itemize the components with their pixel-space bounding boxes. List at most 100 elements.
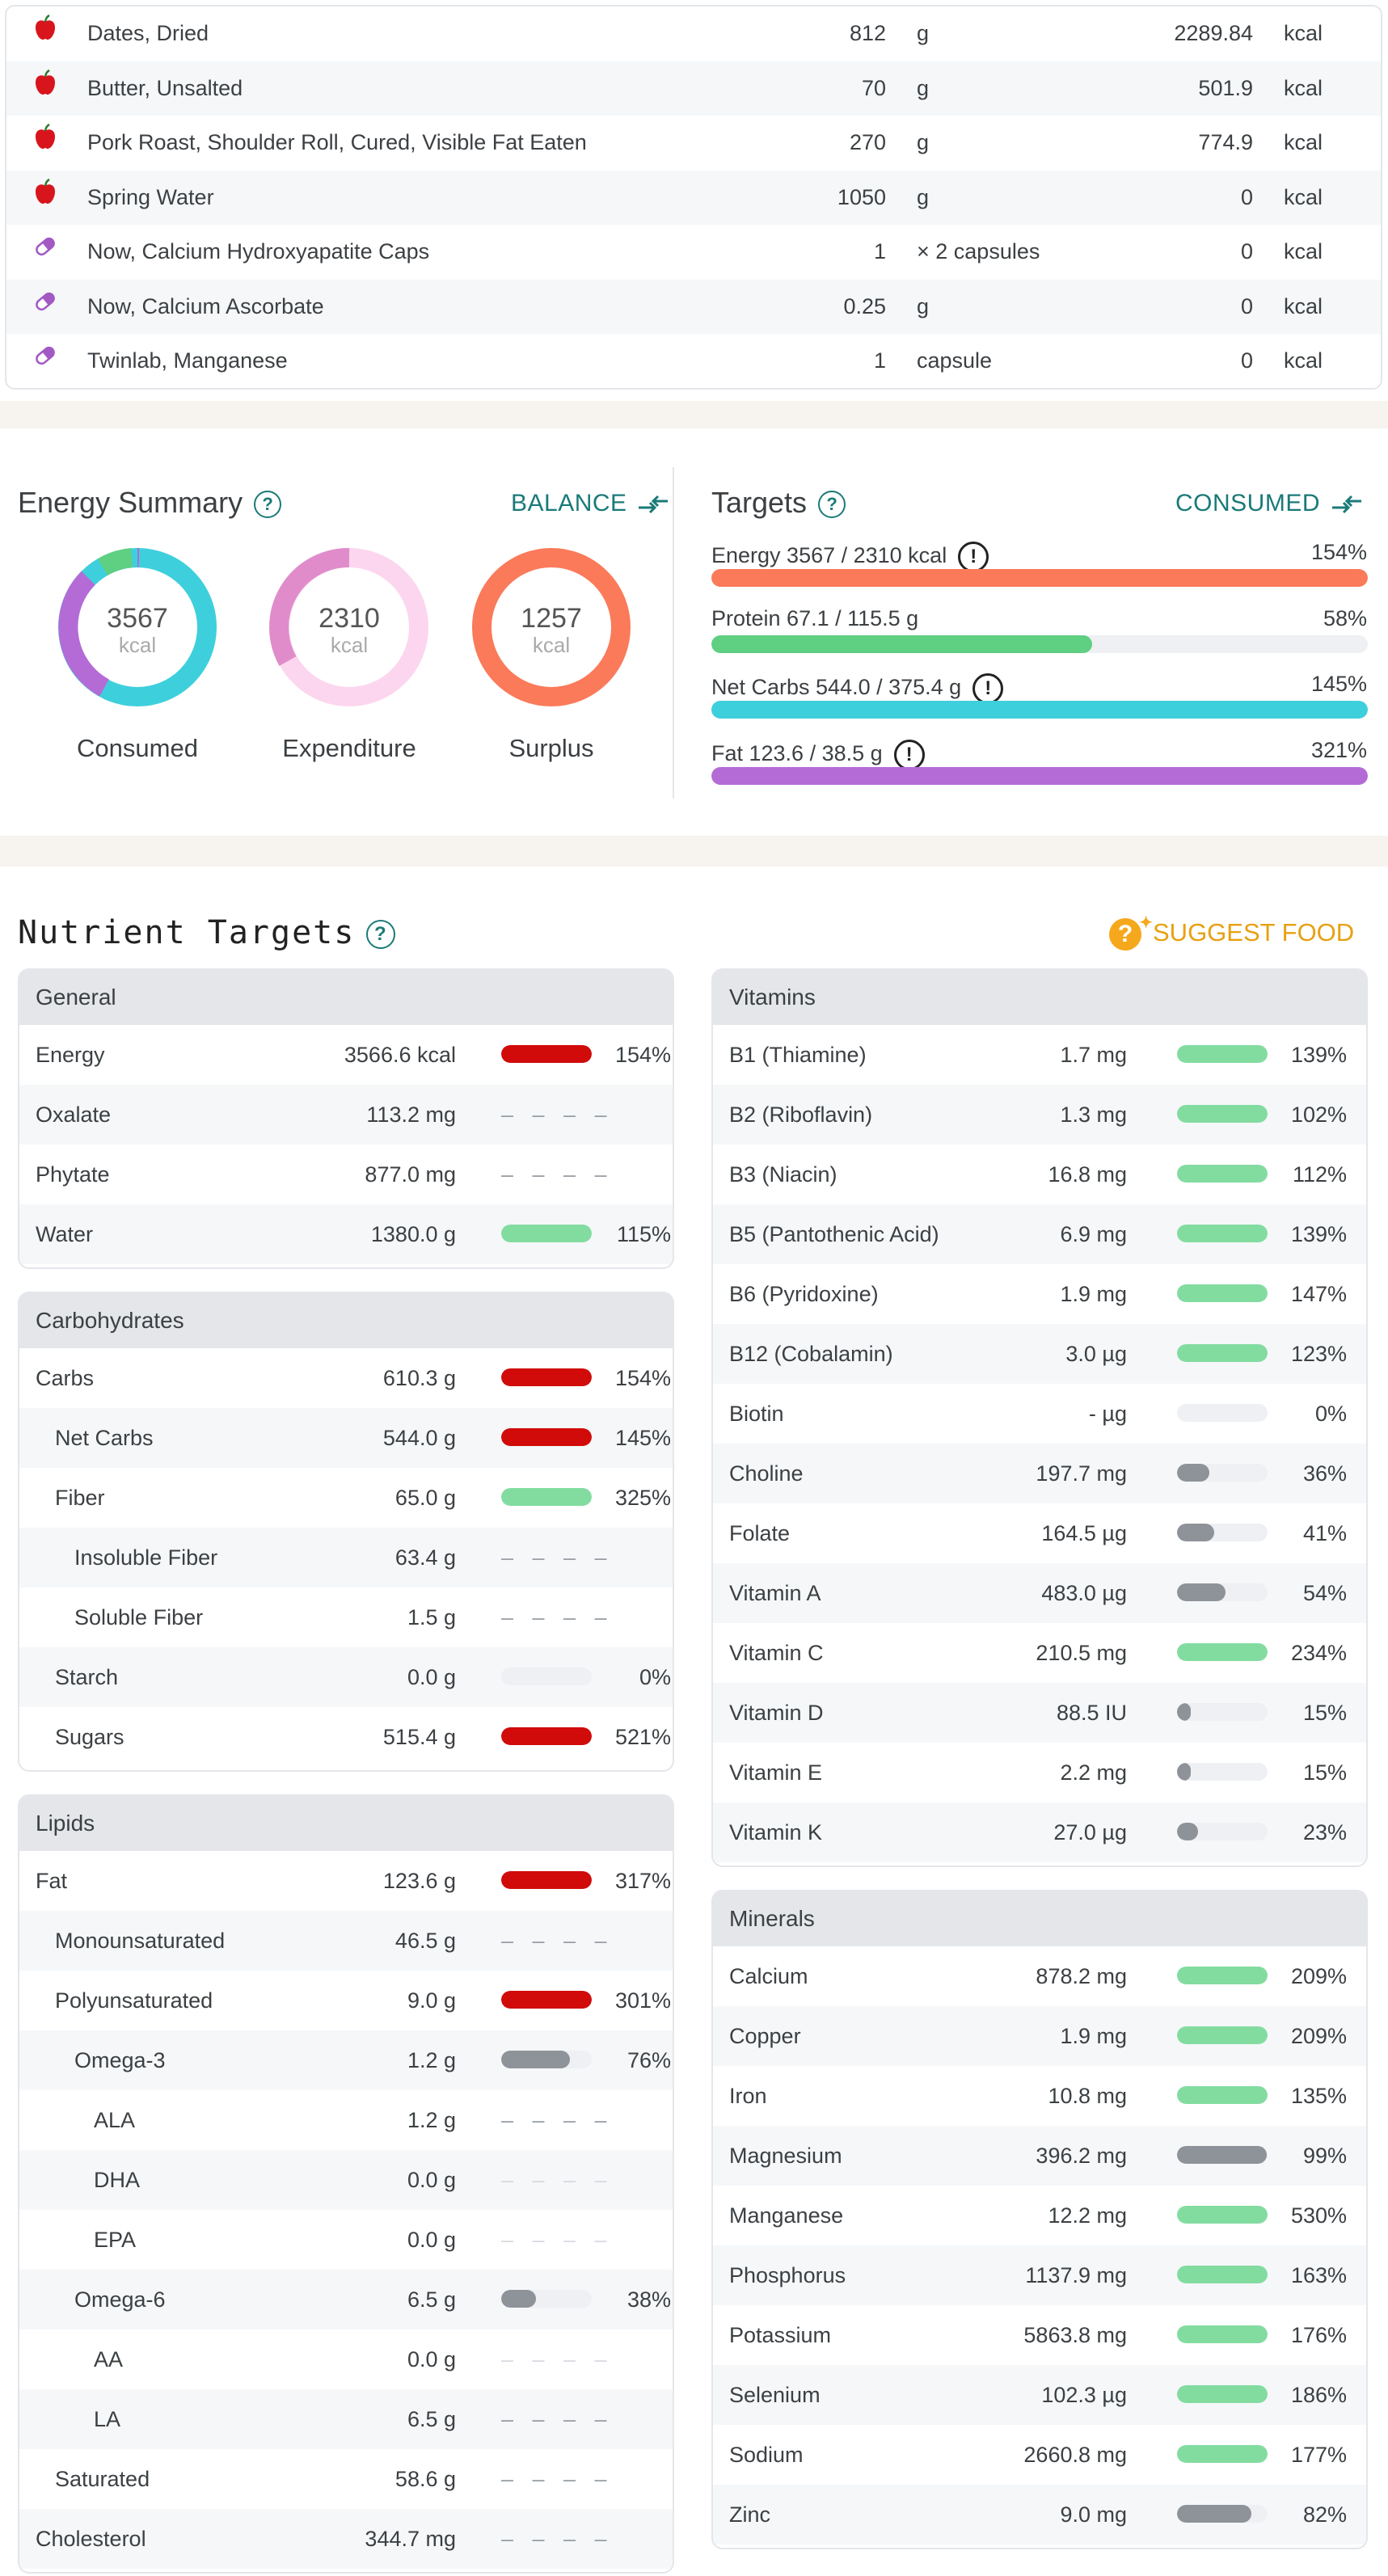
nutrient-row[interactable]: Vitamin E 2.2 mg 15% <box>713 1743 1366 1802</box>
progress-bar-fill <box>501 1428 592 1446</box>
nutrient-row[interactable]: Vitamin K 27.0 µg 23% <box>713 1802 1366 1862</box>
nutrient-row[interactable]: B5 (Pantothenic Acid) 6.9 mg 139% <box>713 1204 1366 1264</box>
nutrient-row[interactable]: Starch 0.0 g 0% <box>19 1647 673 1707</box>
nutrient-row[interactable]: B3 (Niacin) 16.8 mg 112% <box>713 1145 1366 1204</box>
food-amount[interactable]: 70 <box>861 75 886 100</box>
food-amount[interactable]: 812 <box>849 21 886 45</box>
nutrient-row[interactable]: Oxalate 113.2 mg – – – – <box>19 1085 673 1145</box>
nutrient-row[interactable]: B2 (Riboflavin) 1.3 mg 102% <box>713 1085 1366 1145</box>
help-icon[interactable]: ? <box>366 920 396 949</box>
nutrient-row[interactable]: Phosphorus 1137.9 mg 163% <box>713 2245 1366 2305</box>
food-amount[interactable]: 0.25 <box>843 293 886 318</box>
progress-bar-fill <box>501 2290 536 2308</box>
nutrient-row[interactable]: Potassium 5863.8 mg 176% <box>713 2305 1366 2365</box>
nutrient-row[interactable]: Monounsaturated 46.5 g – – – – <box>19 1911 673 1971</box>
nutrient-row[interactable]: Soluble Fiber 1.5 g – – – – <box>19 1587 673 1647</box>
nutrient-row[interactable]: Phytate 877.0 mg – – – – <box>19 1145 673 1204</box>
nutrient-row[interactable]: B1 (Thiamine) 1.7 mg 139% <box>713 1025 1366 1085</box>
nutrient-percent: 15% <box>1302 1701 1347 1725</box>
nutrient-row[interactable]: Fiber 65.0 g 325% <box>19 1468 673 1528</box>
nutrient-name: Vitamin E <box>729 1760 823 1785</box>
help-icon[interactable]: ? <box>254 491 282 519</box>
nutrient-row[interactable]: Sugars 515.4 g 521% <box>19 1707 673 1767</box>
nutrient-row[interactable]: Biotin - µg 0% <box>713 1384 1366 1444</box>
consumed-button[interactable]: CONSUMED <box>1175 491 1363 516</box>
nutrient-row[interactable]: Choline 197.7 mg 36% <box>713 1444 1366 1503</box>
nutrient-amount: 515.4 g <box>382 1725 456 1749</box>
nutrient-amount: 0.0 g <box>407 2168 456 2192</box>
nutrient-row[interactable]: B6 (Pyridoxine) 1.9 mg 147% <box>713 1264 1366 1324</box>
nutrient-row[interactable]: Omega-3 1.2 g 76% <box>19 2030 673 2090</box>
nutrient-row[interactable]: Iron 10.8 mg 135% <box>713 2066 1366 2126</box>
progress-bar-fill <box>1177 2086 1268 2104</box>
food-amount[interactable]: 1050 <box>837 184 886 209</box>
balance-button[interactable]: BALANCE <box>511 491 669 516</box>
nutrient-row[interactable]: Vitamin D 88.5 IU 15% <box>713 1683 1366 1743</box>
nutrient-name: B2 (Riboflavin) <box>729 1102 873 1127</box>
nutrient-row[interactable]: Vitamin C 210.5 mg 234% <box>713 1623 1366 1683</box>
consumed-unit: kcal <box>118 633 157 657</box>
food-entry[interactable]: Spring Water 1050 g 0 kcal <box>6 170 1381 225</box>
nutrient-row[interactable]: Calcium 878.2 mg 209% <box>713 1946 1366 2006</box>
nutrient-row[interactable]: Zinc 9.0 mg 82% <box>713 2485 1366 2544</box>
food-amount[interactable]: 1 <box>873 348 886 373</box>
suggest-food-button[interactable]: ?SUGGEST FOOD <box>1109 907 1354 951</box>
nutrient-row[interactable]: Water 1380.0 g 115% <box>19 1204 673 1264</box>
food-unit[interactable]: g <box>917 293 930 318</box>
nutrient-percent: 154% <box>614 1366 671 1390</box>
no-target-indicator: – – – – <box>501 2347 614 2372</box>
progress-bar <box>501 1871 592 1889</box>
progress-bar <box>1177 2146 1268 2164</box>
nutrient-row[interactable]: ALA 1.2 g – – – – <box>19 2090 673 2150</box>
food-amount[interactable]: 270 <box>849 130 886 154</box>
food-entry[interactable]: Twinlab, Manganese 1 capsule 0 kcal <box>6 334 1381 388</box>
nutrient-row[interactable]: AA 0.0 g – – – – <box>19 2329 673 2389</box>
nutrient-row[interactable]: Cholesterol 344.7 mg – – – – <box>19 2509 673 2569</box>
nutrient-row[interactable]: Omega-6 6.5 g 38% <box>19 2270 673 2329</box>
nutrient-name: Monounsaturated <box>55 1929 226 1953</box>
targets-title: Targets? <box>711 488 846 519</box>
food-unit[interactable]: g <box>917 184 930 209</box>
consumed-ring-chart <box>58 547 217 706</box>
nutrient-row[interactable]: Carbs 610.3 g 154% <box>19 1348 673 1408</box>
nutrient-row[interactable]: LA 6.5 g – – – – <box>19 2389 673 2449</box>
nutrient-row[interactable]: Energy 3566.6 kcal 154% <box>19 1025 673 1085</box>
nutrient-row[interactable]: Selenium 102.3 µg 186% <box>713 2365 1366 2425</box>
food-name: Now, Calcium Ascorbate <box>87 293 324 318</box>
nutrient-row[interactable]: Saturated 58.6 g – – – – <box>19 2449 673 2509</box>
nutrient-row[interactable]: Vitamin A 483.0 µg 54% <box>713 1563 1366 1623</box>
nutrient-amount: 46.5 g <box>394 1929 456 1953</box>
food-entry[interactable]: Dates, Dried 812 g 2289.84 kcal <box>6 6 1381 61</box>
nutrient-row[interactable]: Folate 164.5 µg 41% <box>713 1503 1366 1563</box>
food-unit[interactable]: g <box>917 75 930 100</box>
nutrient-row[interactable]: Sodium 2660.8 mg 177% <box>713 2425 1366 2485</box>
surplus-value: 1257 <box>521 603 582 634</box>
nutrient-name: B6 (Pyridoxine) <box>729 1282 879 1306</box>
nutrient-row[interactable]: EPA 0.0 g – – – – <box>19 2210 673 2270</box>
food-unit[interactable]: × 2 capsules <box>917 239 1040 264</box>
nutrient-row[interactable]: Net Carbs 544.0 g 145% <box>19 1408 673 1468</box>
nutrient-row[interactable]: Polyunsaturated 9.0 g 301% <box>19 1971 673 2030</box>
nutrient-amount: 65.0 g <box>394 1486 456 1510</box>
nutrient-row[interactable]: Insoluble Fiber 63.4 g – – – – <box>19 1528 673 1587</box>
food-entry[interactable]: Pork Roast, Shoulder Roll, Cured, Visibl… <box>6 116 1381 171</box>
nutrient-row[interactable]: Copper 1.9 mg 209% <box>713 2006 1366 2066</box>
nutrient-name: Omega-6 <box>74 2287 166 2312</box>
nutrient-row[interactable]: Magnesium 396.2 mg 99% <box>713 2126 1366 2186</box>
nutrient-row[interactable]: DHA 0.0 g – – – – <box>19 2150 673 2210</box>
food-unit[interactable]: capsule <box>917 348 993 373</box>
no-target-indicator: – – – – <box>501 2108 614 2132</box>
food-entry[interactable]: Now, Calcium Ascorbate 0.25 g 0 kcal <box>6 279 1381 334</box>
food-amount[interactable]: 1 <box>873 239 886 264</box>
nutrient-row[interactable]: Fat 123.6 g 317% <box>19 1851 673 1911</box>
food-unit[interactable]: g <box>917 130 930 154</box>
food-unit[interactable]: g <box>917 21 930 45</box>
nutrient-percent: 99% <box>1302 2144 1347 2168</box>
nutrient-amount: 1.9 mg <box>1060 2024 1127 2048</box>
help-icon[interactable]: ? <box>818 491 846 519</box>
swap-arrows-icon <box>1331 495 1361 514</box>
food-entry[interactable]: Butter, Unsalted 70 g 501.9 kcal <box>6 61 1381 116</box>
nutrient-row[interactable]: B12 (Cobalamin) 3.0 µg 123% <box>713 1324 1366 1384</box>
food-entry[interactable]: Now, Calcium Hydroxyapatite Caps 1 × 2 cap… <box>6 225 1381 280</box>
nutrient-row[interactable]: Manganese 12.2 mg 530% <box>713 2186 1366 2245</box>
